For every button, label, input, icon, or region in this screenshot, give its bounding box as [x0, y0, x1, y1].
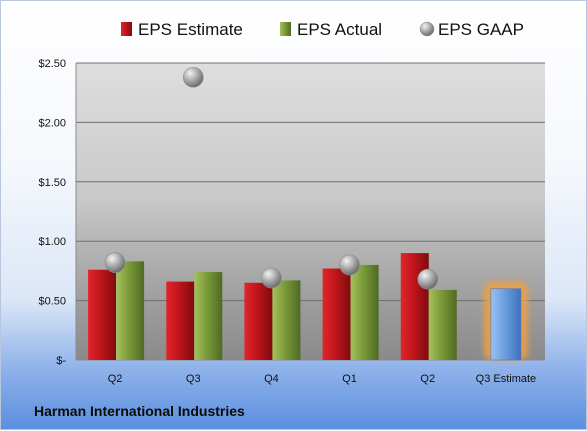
x-tick-label: Q1 [342, 373, 357, 385]
bar-eps-estimate [166, 281, 195, 360]
x-tick-label: Q3 [186, 373, 201, 385]
legend-label: EPS Actual [297, 20, 382, 39]
bar-eps-estimate [244, 282, 273, 360]
x-tick-label: Q2 [108, 373, 123, 385]
legend: EPS Estimate EPS Actual EPS GAAP [121, 20, 524, 39]
y-tick-label: $- [56, 355, 66, 367]
legend-swatch [121, 22, 132, 36]
bar-eps-estimate [400, 253, 429, 360]
y-tick-label: $2.50 [38, 58, 66, 70]
bar-eps-actual [272, 280, 301, 360]
legend-label: EPS GAAP [438, 20, 524, 39]
plot-area [76, 63, 545, 360]
bar-eps-actual [350, 264, 379, 360]
bar-eps-actual [428, 289, 457, 360]
point-eps-gaap [261, 267, 282, 289]
company-label: Harman International Industries [34, 403, 245, 419]
x-tick-label: Q2 [420, 373, 435, 385]
y-tick-label: $1.50 [38, 177, 66, 189]
bar-eps-actual [194, 272, 223, 360]
legend-swatch [280, 22, 291, 36]
y-tick-label: $2.00 [38, 117, 66, 129]
bar-eps-estimate [88, 269, 117, 360]
legend-label: EPS Estimate [138, 20, 243, 39]
bar-q3-estimate [490, 288, 522, 361]
bar-eps-estimate [322, 268, 351, 360]
bar-eps-actual [116, 261, 145, 360]
point-eps-gaap [417, 268, 439, 290]
x-tick-label: Q3 Estimate [476, 373, 537, 385]
legend-swatch [419, 21, 435, 37]
x-tick-label: Q4 [264, 373, 279, 385]
point-eps-gaap [104, 252, 126, 273]
y-tick-label: $1.00 [38, 236, 66, 248]
point-eps-gaap [182, 66, 204, 88]
point-eps-gaap [339, 254, 360, 276]
y-tick-label: $0.50 [38, 296, 66, 308]
